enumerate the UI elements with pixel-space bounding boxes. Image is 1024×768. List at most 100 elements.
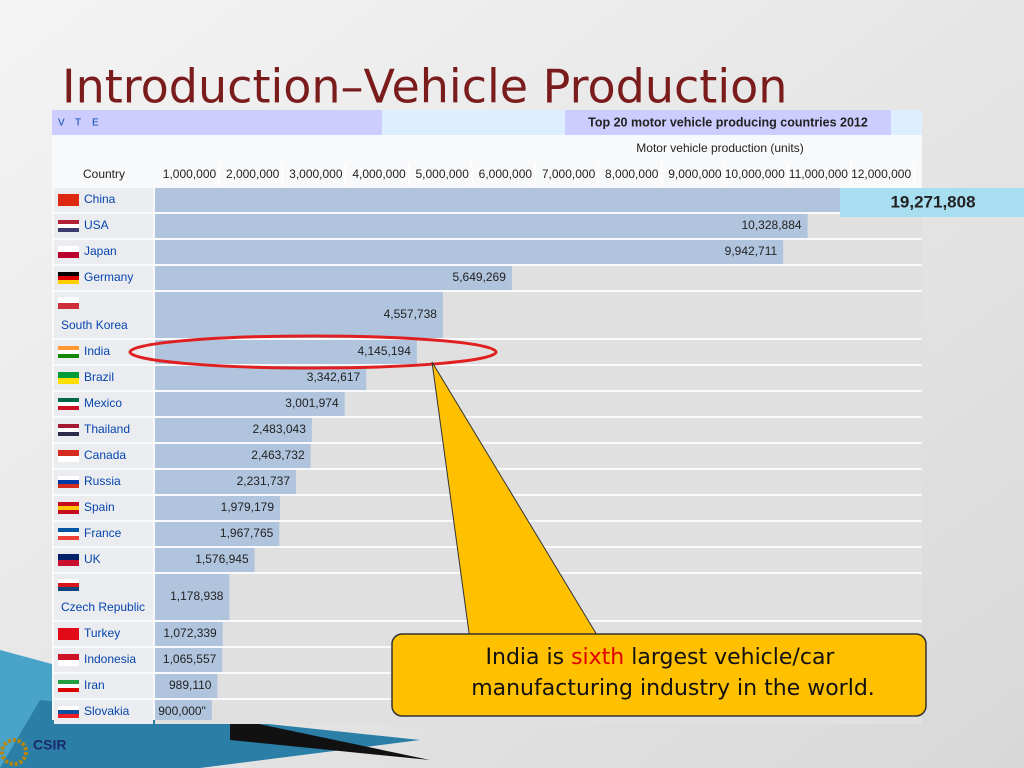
flag [58,480,79,484]
bar [155,292,443,338]
country-label: Mexico [84,396,122,410]
value-label: 5,649,269 [453,270,507,284]
row-background [155,496,922,520]
x-tick-label: 10,000,000 [725,167,785,181]
swoosh [230,718,430,760]
highlight-ellipse [128,334,498,370]
flag [58,710,79,714]
x-tick-label: 9,000,000 [668,167,722,181]
callout-part: largest vehicle/car [624,645,835,670]
callout-emphasis: sixth [571,645,624,670]
value-label: 9,942,711 [725,244,778,258]
logo-gear [0,738,28,766]
value-label: 1,072,339 [163,626,217,640]
bar [155,214,808,238]
china-label-box [840,188,1024,217]
bar [155,188,922,212]
value-label: 10,328,884 [742,218,802,232]
value-label: 1,979,179 [221,500,275,514]
x-tick-label: 1,000,000 [163,167,217,181]
bars [155,188,922,720]
x-tick-label: 8,000,000 [605,167,659,181]
flag [58,660,79,666]
header-cell [52,110,382,135]
callout-box [391,633,927,717]
nav-link: E [92,118,99,129]
value-label: 2,231,737 [237,474,291,488]
callout-join [458,641,600,650]
flag [58,406,79,410]
bar [155,574,230,620]
value-label: 989,110 [169,678,212,692]
flag [58,456,79,462]
flag [58,560,79,566]
flag [58,680,79,684]
flag [58,354,79,358]
flag [58,398,79,402]
flag [58,628,79,640]
flag [58,224,79,228]
x-tick-label: 12,000,000 [851,167,911,181]
bar [155,622,223,646]
value-label: 1,178,938 [170,589,224,603]
logo-text: CSIR [33,737,66,753]
x-tick-label: 4,000,000 [352,167,406,181]
flag [58,228,79,232]
flag [58,346,79,350]
country-label: Turkey [84,626,120,640]
value-label: 1,967,765 [220,526,274,540]
flag [58,484,79,488]
country-label: Spain [84,500,115,514]
flag [58,684,79,688]
flag [58,587,79,591]
flag [58,372,79,378]
flag [58,528,79,532]
value-label: 2,463,732 [251,448,305,462]
header-cell [565,110,891,135]
flag [58,583,79,587]
bar [155,648,223,672]
country-label: Thailand [84,422,130,436]
bar [155,470,297,494]
callout-text: India is sixth largest vehicle/car [486,645,836,670]
value-label: 1,576,945 [195,552,249,566]
country-label: Czech Republic [61,600,145,614]
flag [58,303,79,309]
flag [58,510,79,514]
flag [58,424,79,428]
flag [58,536,79,540]
bar [155,366,367,390]
flag [58,378,79,384]
x-tick-label: 6,000,000 [479,167,533,181]
bar [155,548,255,572]
nav-link: T [75,118,81,129]
bar [155,340,417,364]
bar [155,674,218,698]
nav-link: V [58,118,65,129]
country-label: Iran [84,678,105,692]
flag [58,450,79,456]
value-label: 3,342,617 [307,370,361,384]
bar [155,392,345,416]
flag [58,532,79,536]
bar [155,418,312,442]
callout-part: India is [486,645,572,670]
flag [58,688,79,692]
country-label: Russia [84,474,121,488]
bar [155,700,212,720]
country-label: Indonesia [84,652,136,666]
flag [58,502,79,506]
country-label: South Korea [61,318,128,332]
flag [58,714,79,718]
value-label: 3,001,974 [285,396,339,410]
flag [58,654,79,660]
country-label: Canada [84,448,126,462]
value-label: 1,065,557 [163,652,217,666]
country-label: UK [84,552,101,566]
country-label: Japan [84,244,117,258]
flag [58,432,79,436]
value-label: 2,483,043 [252,422,306,436]
x-tick-label: 3,000,000 [289,167,343,181]
